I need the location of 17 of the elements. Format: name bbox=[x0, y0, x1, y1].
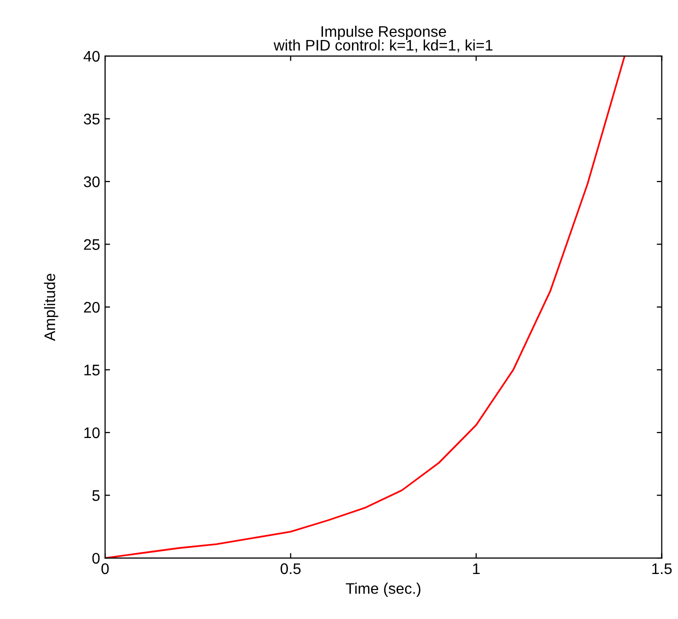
y-tick-label: 40 bbox=[84, 50, 100, 62]
x-tick-label: 0.5 bbox=[280, 563, 301, 574]
chart-subtitle: with PID control: k=1, kd=1, ki=1 bbox=[274, 39, 492, 52]
y-tick-label: 15 bbox=[84, 364, 100, 376]
y-tick-label: 10 bbox=[84, 427, 100, 438]
y-tick-label: 30 bbox=[84, 176, 100, 188]
y-tick-label: 5 bbox=[92, 490, 100, 501]
x-tick-label: 1 bbox=[473, 563, 480, 574]
x-axis-title: Time (sec.) bbox=[346, 582, 420, 597]
x-tick-label: 1.5 bbox=[652, 563, 672, 574]
chart-title: Impulse Response bbox=[322, 26, 446, 40]
y-tick-label: 35 bbox=[84, 114, 100, 124]
y-tick-label: 0 bbox=[92, 552, 100, 564]
y-tick-label: 20 bbox=[84, 302, 100, 313]
x-tick-label: 0 bbox=[101, 563, 109, 574]
y-axis-title: Amplitude bbox=[44, 274, 58, 341]
y-tick-label: 25 bbox=[84, 239, 100, 250]
